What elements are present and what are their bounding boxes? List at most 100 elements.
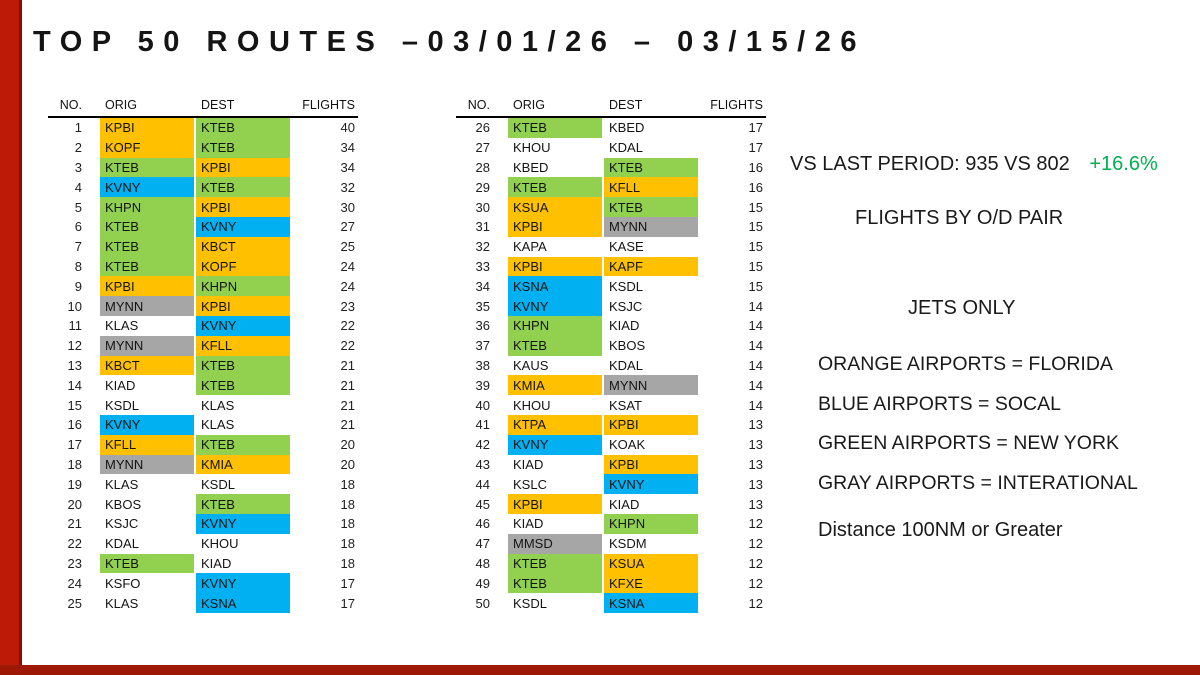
destination-cell: KVNY (196, 315, 290, 336)
destination-cell: KPBI (196, 157, 290, 178)
route-rank: 5 (74, 199, 82, 215)
flight-count: 13 (748, 417, 763, 433)
flight-count: 18 (340, 555, 355, 571)
flight-count: 16 (748, 159, 763, 175)
route-rank: 48 (475, 555, 490, 571)
origin-cell: KSJC (105, 516, 139, 532)
col-header-dest: DEST (609, 97, 643, 112)
destination-cell: KDAL (609, 140, 643, 156)
route-rank: 3 (74, 159, 82, 175)
table-row: 15 KSDL KLAS 21 (48, 395, 358, 415)
destination-cell: KFLL (604, 177, 698, 198)
destination-cell: KVNY (196, 216, 290, 237)
bottom-accent-bar (0, 665, 1200, 675)
table-row: 36 KHPN KIAD 14 (456, 315, 766, 336)
table-body: 26 KTEB KBED 17 27 KHOU KDAL 17 28 KBED KTEB 16 29 KT… (456, 118, 766, 613)
destination-cell: KVNY (196, 513, 290, 534)
table-header-row: NO. ORIG DEST FLIGHTS (456, 96, 766, 118)
origin-cell: KSDL (105, 397, 139, 413)
flight-count: 14 (748, 318, 763, 334)
destination-cell: KBCT (196, 236, 290, 257)
destination-cell: KSDL (201, 476, 235, 492)
route-rank: 39 (475, 377, 490, 393)
destination-cell: MYNN (604, 216, 698, 237)
table-row: 28 KBED KTEB 16 (456, 157, 766, 178)
flight-count: 22 (340, 318, 355, 334)
origin-cell: KPBI (508, 256, 602, 277)
destination-cell: KTEB (196, 355, 290, 376)
origin-cell: KDAL (105, 536, 139, 552)
route-rank: 8 (74, 258, 82, 274)
flight-count: 24 (340, 278, 355, 294)
destination-cell: KTEB (196, 177, 290, 198)
destination-cell: KVNY (604, 474, 698, 495)
flight-count: 12 (748, 516, 763, 532)
table-row: 26 KTEB KBED 17 (456, 118, 766, 138)
flight-count: 27 (340, 219, 355, 235)
col-header-no: NO. (467, 97, 490, 112)
table-row: 7 KTEB KBCT 25 (48, 236, 358, 257)
table-row: 4 KVNY KTEB 32 (48, 177, 358, 198)
origin-cell: KMIA (508, 375, 602, 396)
route-rank: 16 (67, 417, 82, 433)
flight-count: 14 (748, 338, 763, 354)
flight-count: 15 (748, 219, 763, 235)
table-row: 41 KTPA KPBI 13 (456, 414, 766, 435)
legend-item-green: GREEN AIRPORTS = NEW YORK (818, 432, 1120, 454)
table-row: 10 MYNN KPBI 23 (48, 296, 358, 316)
route-rank: 42 (475, 437, 490, 453)
destination-cell: KASE (609, 239, 644, 255)
table-row: 19 KLAS KSDL 18 (48, 474, 358, 494)
destination-cell: KAPF (604, 256, 698, 277)
route-rank: 26 (475, 120, 490, 136)
destination-cell: KBOS (609, 338, 646, 354)
destination-cell: KFXE (604, 573, 698, 594)
period-comparison: VS LAST PERIOD: 935 VS 802 +16.6% (790, 153, 1158, 176)
flight-count: 12 (748, 536, 763, 552)
origin-cell: KVNY (508, 296, 602, 316)
destination-cell: KOAK (609, 437, 646, 453)
flight-count: 24 (340, 258, 355, 274)
origin-cell: KPBI (100, 118, 194, 138)
flight-count: 17 (340, 575, 355, 591)
table-row: 34 KSNA KSDL 15 (456, 276, 766, 297)
table-row: 12 MYNN KFLL 22 (48, 335, 358, 356)
table-row: 18 MYNN KMIA 20 (48, 454, 358, 475)
origin-cell: KTEB (508, 118, 602, 138)
flight-count: 12 (748, 575, 763, 591)
route-rank: 4 (74, 179, 82, 195)
table-row: 22 KDAL KHOU 18 (48, 534, 358, 554)
destination-cell: KIAD (609, 318, 640, 334)
destination-cell: KTEB (196, 118, 290, 138)
table-row: 39 KMIA MYNN 14 (456, 375, 766, 396)
route-rank: 32 (475, 239, 490, 255)
table-row: 38 KAUS KDAL 14 (456, 356, 766, 376)
table-row: 33 KPBI KAPF 15 (456, 256, 766, 277)
route-rank: 35 (475, 298, 490, 314)
destination-cell: KMIA (196, 454, 290, 475)
flight-count: 13 (748, 437, 763, 453)
table-row: 21 KSJC KVNY 18 (48, 513, 358, 534)
route-rank: 46 (475, 516, 490, 532)
origin-cell: MYNN (100, 335, 194, 356)
destination-cell: KSNA (196, 593, 290, 613)
destination-cell: KTEB (604, 157, 698, 178)
flight-count: 15 (748, 278, 763, 294)
comparison-delta: +16.6% (1089, 153, 1158, 175)
flight-count: 25 (340, 239, 355, 255)
routes-table-1: NO. ORIG DEST FLIGHTS 1 KPBI KTEB 40 2 KOPF KT… (48, 96, 358, 613)
table-row: 30 KSUA KTEB 15 (456, 197, 766, 217)
destination-cell: KHPN (196, 276, 290, 297)
route-rank: 41 (475, 417, 490, 433)
origin-cell: KIAD (513, 456, 544, 472)
destination-cell: KPBI (604, 414, 698, 435)
flight-count: 20 (340, 437, 355, 453)
origin-cell: KTEB (508, 177, 602, 198)
flight-count: 18 (340, 516, 355, 532)
flight-count: 20 (340, 456, 355, 472)
destination-cell: KVNY (196, 573, 290, 594)
flight-count: 14 (748, 298, 763, 314)
destination-cell: KTEB (196, 494, 290, 514)
flight-count: 34 (340, 159, 355, 175)
col-header-flights: FLIGHTS (302, 97, 355, 112)
